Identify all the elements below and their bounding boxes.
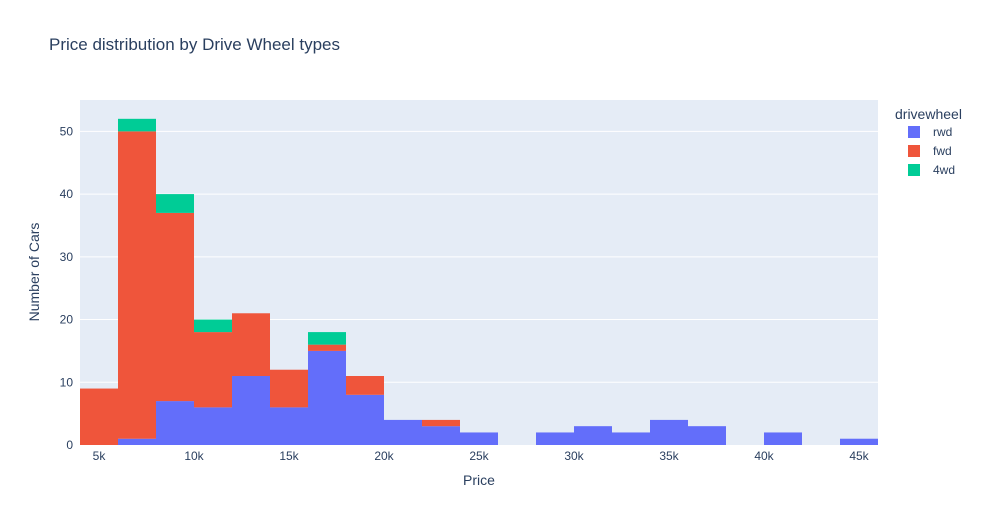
bar-rwd[interactable] xyxy=(650,419,688,445)
x-tick-label: 45k xyxy=(849,449,869,463)
legend-item-fwd[interactable]: fwd xyxy=(908,144,952,158)
legend-item-4wd[interactable]: 4wd xyxy=(908,163,955,177)
y-tick-label: 20 xyxy=(60,313,74,327)
x-tick-label: 20k xyxy=(374,449,394,463)
bar-rwd[interactable] xyxy=(270,407,308,445)
bar-fwd[interactable] xyxy=(270,369,308,408)
bar-fwd[interactable] xyxy=(118,131,156,439)
x-tick-label: 5k xyxy=(93,449,107,463)
bar-rwd[interactable] xyxy=(612,432,650,445)
y-tick-labels: 0 10 20 30 40 50 xyxy=(60,124,74,452)
y-tick-label: 50 xyxy=(60,124,74,138)
x-tick-label: 35k xyxy=(659,449,679,463)
legend-item-rwd[interactable]: rwd xyxy=(908,125,952,139)
bar-4wd[interactable] xyxy=(308,332,346,345)
x-tick-label: 25k xyxy=(469,449,489,463)
x-tick-label: 40k xyxy=(754,449,774,463)
bar-fwd[interactable] xyxy=(308,344,346,351)
x-axis-title: Price xyxy=(463,472,495,488)
y-tick-label: 40 xyxy=(60,187,74,201)
bar-rwd[interactable] xyxy=(232,376,270,445)
x-tick-label: 15k xyxy=(279,449,299,463)
chart-title: Price distribution by Drive Wheel types xyxy=(49,35,340,54)
x-tick-label: 10k xyxy=(184,449,204,463)
bar-fwd[interactable] xyxy=(346,376,384,395)
bar-rwd[interactable] xyxy=(118,438,156,445)
bar-rwd[interactable] xyxy=(346,394,384,445)
bar-4wd[interactable] xyxy=(194,319,232,333)
bar-fwd[interactable] xyxy=(194,332,232,408)
bar-rwd[interactable] xyxy=(688,426,726,445)
legend-swatch xyxy=(908,126,920,138)
bar-fwd[interactable] xyxy=(156,212,194,402)
bar-fwd[interactable] xyxy=(422,419,460,427)
x-tick-labels: 5k 10k 15k 20k 25k 30k 35k 40k 45k xyxy=(93,449,870,463)
bar-rwd[interactable] xyxy=(308,350,346,445)
bar-fwd[interactable] xyxy=(232,313,270,376)
bar-4wd[interactable] xyxy=(118,118,156,132)
legend-swatch xyxy=(908,164,920,176)
bar-rwd[interactable] xyxy=(574,426,612,445)
x-tick-label: 30k xyxy=(564,449,584,463)
y-tick-label: 10 xyxy=(60,375,74,389)
bar-rwd[interactable] xyxy=(460,432,498,445)
legend-label: fwd xyxy=(933,144,952,158)
legend-label: rwd xyxy=(933,125,952,139)
y-tick-label: 0 xyxy=(66,438,73,452)
bar-fwd[interactable] xyxy=(80,388,118,445)
bar-rwd[interactable] xyxy=(384,419,422,445)
bar-rwd[interactable] xyxy=(422,426,460,445)
bars xyxy=(80,118,878,445)
legend-swatch xyxy=(908,145,920,157)
legend: drivewheel rwd fwd 4wd xyxy=(895,106,962,177)
legend-title: drivewheel xyxy=(895,106,962,122)
y-tick-label: 30 xyxy=(60,250,74,264)
y-axis-title: Number of Cars xyxy=(26,223,42,322)
bar-rwd[interactable] xyxy=(840,438,878,445)
bar-4wd[interactable] xyxy=(156,194,194,213)
bar-rwd[interactable] xyxy=(536,432,574,445)
bar-rwd[interactable] xyxy=(194,407,232,445)
legend-label: 4wd xyxy=(933,163,955,177)
bar-rwd[interactable] xyxy=(764,432,802,445)
bar-rwd[interactable] xyxy=(156,401,194,445)
